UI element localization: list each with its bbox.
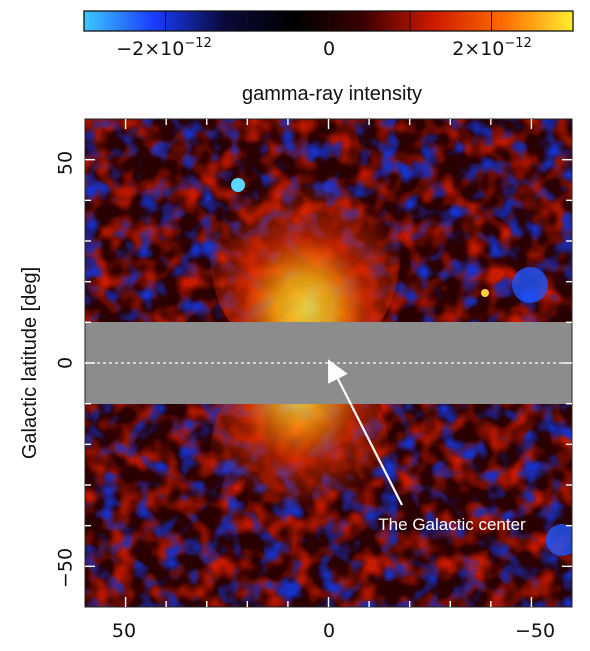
colorbar-label: gamma-ray intensity [242, 83, 422, 105]
x-tick-label-minus50: −50 [515, 620, 555, 642]
colorbar: −2×10−12 0 2×10−12 gamma-ray intensity [83, 10, 574, 105]
colorbar-tick-label-zero: 0 [323, 38, 335, 60]
galactic-center-arrow [328, 359, 403, 506]
x-tick-label-0: 0 [323, 620, 335, 642]
fermi-bubble-south [210, 360, 390, 550]
blue-patch-upper-right [512, 267, 548, 303]
colorbar-ticks [165, 11, 492, 31]
y-tick-label-minus50: −50 [55, 548, 77, 588]
y-tick-label-0: 0 [55, 357, 77, 369]
galactic-center-label: The Galactic center [378, 515, 526, 534]
y-axis-label: Galactic latitude [deg] [19, 267, 41, 459]
cyan-hotspot [231, 178, 245, 192]
fermi-bubble-north [210, 145, 400, 365]
blue-patch-lower-right [546, 524, 572, 556]
map-ticks [85, 119, 572, 607]
colorbar-tick-label-neg: −2×10−12 [116, 36, 212, 60]
colorbar-tick-label-pos: 2×10−12 [452, 36, 532, 60]
x-tick-label-50: 50 [112, 620, 136, 642]
y-tick-label-50: 50 [55, 151, 77, 175]
bright-source [481, 289, 489, 297]
